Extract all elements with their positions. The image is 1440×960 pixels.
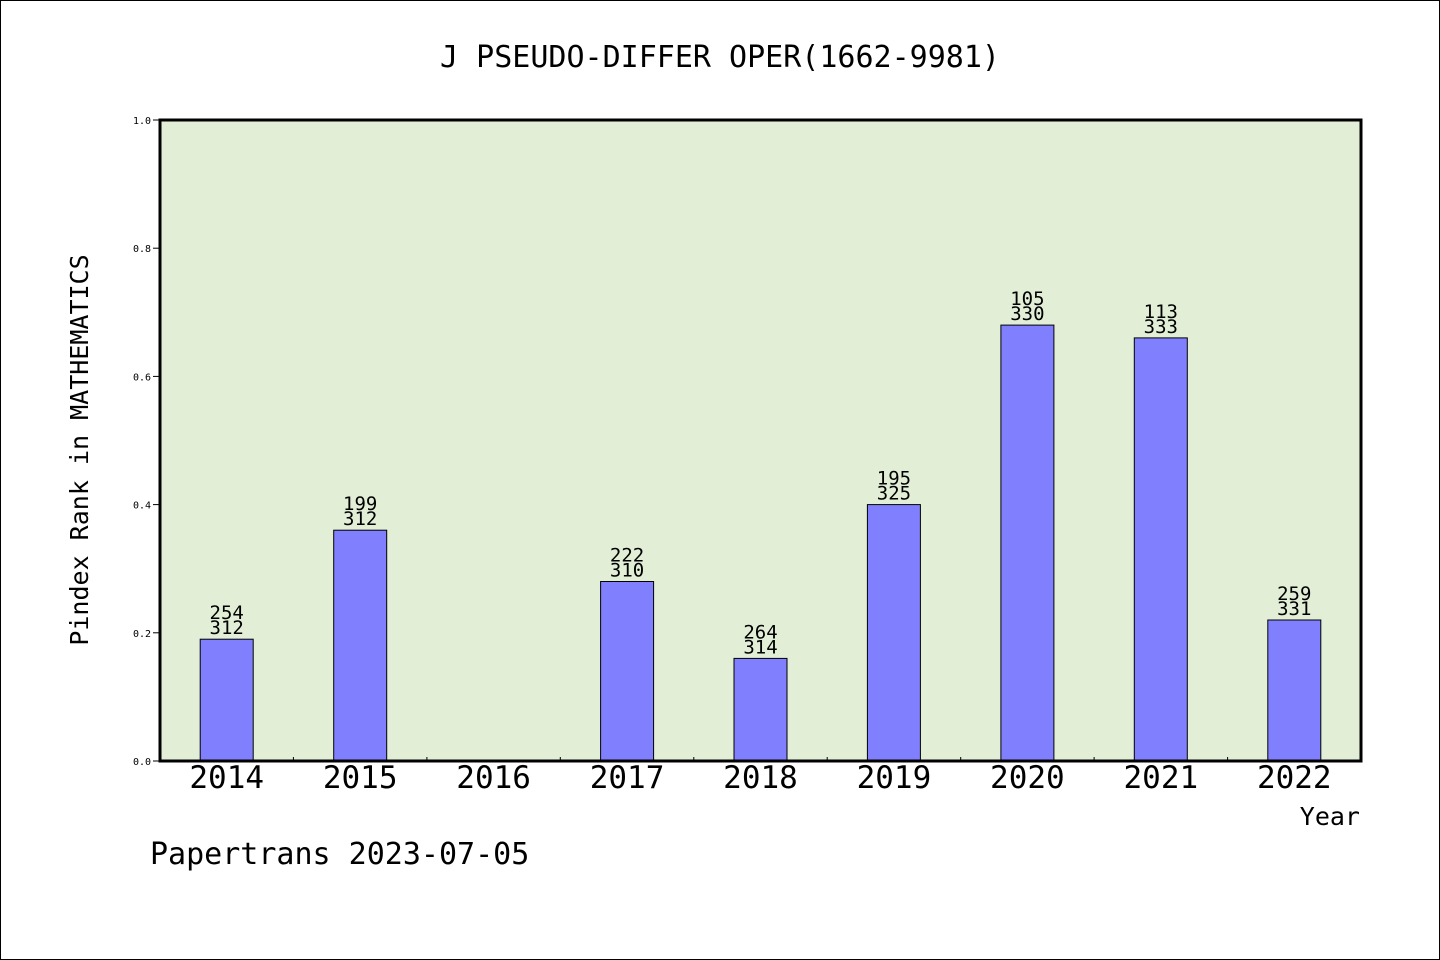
bars-group: [199, 324, 1322, 762]
x-tick-label-2019: 2019: [857, 760, 932, 796]
bar-2015: [333, 529, 388, 762]
bar-2014: [199, 638, 254, 762]
y-axis: 0.0 0.2 0.4 0.6 0.8 1.0: [133, 116, 160, 768]
bar-2018: [733, 657, 788, 762]
data-label-bottom-2015: 312: [343, 508, 377, 530]
data-label-top-2015: 199: [343, 493, 377, 515]
footer-credit: Papertrans 2023-07-05: [150, 837, 529, 872]
data-label-top-2014: 254: [210, 602, 244, 624]
x-tick-label-2021: 2021: [1124, 760, 1199, 796]
x-tick-label-2017: 2017: [590, 760, 665, 796]
y-tick-label-0.8: 0.8: [133, 244, 151, 255]
data-label-top-2018: 264: [743, 621, 777, 643]
bar-2021: [1133, 337, 1188, 762]
data-label-bottom-2022: 331: [1277, 598, 1311, 620]
y-tick-label-1.0: 1.0: [133, 116, 151, 127]
data-label-top-2017: 222: [610, 545, 644, 567]
chart-title: J PSEUDO-DIFFER OPER(1662-9981): [440, 40, 1000, 75]
y-tick-label-0.6: 0.6: [133, 372, 151, 383]
x-tick-label-2022: 2022: [1257, 760, 1332, 796]
y-tick-label-0.2: 0.2: [133, 629, 151, 640]
bar-2017: [600, 581, 655, 762]
data-label-top-2022: 259: [1277, 583, 1311, 605]
x-axis-label: Year: [1300, 802, 1360, 831]
bar-2019: [866, 504, 921, 762]
x-axis: 2014 2015 2016 2017 2018 2019 2020 2021 2022: [189, 757, 1332, 796]
y-axis-label: Pindex Rank in MATHEMATICS: [65, 254, 94, 645]
x-tick-label-2020: 2020: [990, 760, 1065, 796]
data-label-bottom-2017: 310: [610, 560, 644, 582]
data-label-bottom-2020: 330: [1010, 303, 1044, 325]
data-label-top-2021: 113: [1144, 301, 1178, 323]
data-label-top-2019: 195: [877, 468, 911, 490]
data-label-top-2020: 105: [1010, 288, 1044, 310]
plot-border: [158, 118, 1363, 763]
data-label-bottom-2018: 314: [743, 636, 777, 658]
y-tick-label-0.4: 0.4: [133, 501, 151, 512]
x-tick-label-2018: 2018: [723, 760, 798, 796]
data-label-bottom-2019: 325: [877, 483, 911, 505]
x-tick-label-2014: 2014: [189, 760, 264, 796]
x-tick-label-2016: 2016: [456, 760, 531, 796]
data-label-bottom-2014: 312: [210, 617, 244, 639]
bar-2020: [1000, 324, 1055, 762]
data-label-bottom-2021: 333: [1144, 316, 1178, 338]
bar-2022: [1267, 619, 1322, 762]
x-tick-label-2015: 2015: [323, 760, 398, 796]
y-tick-label-0.0: 0.0: [133, 757, 151, 768]
